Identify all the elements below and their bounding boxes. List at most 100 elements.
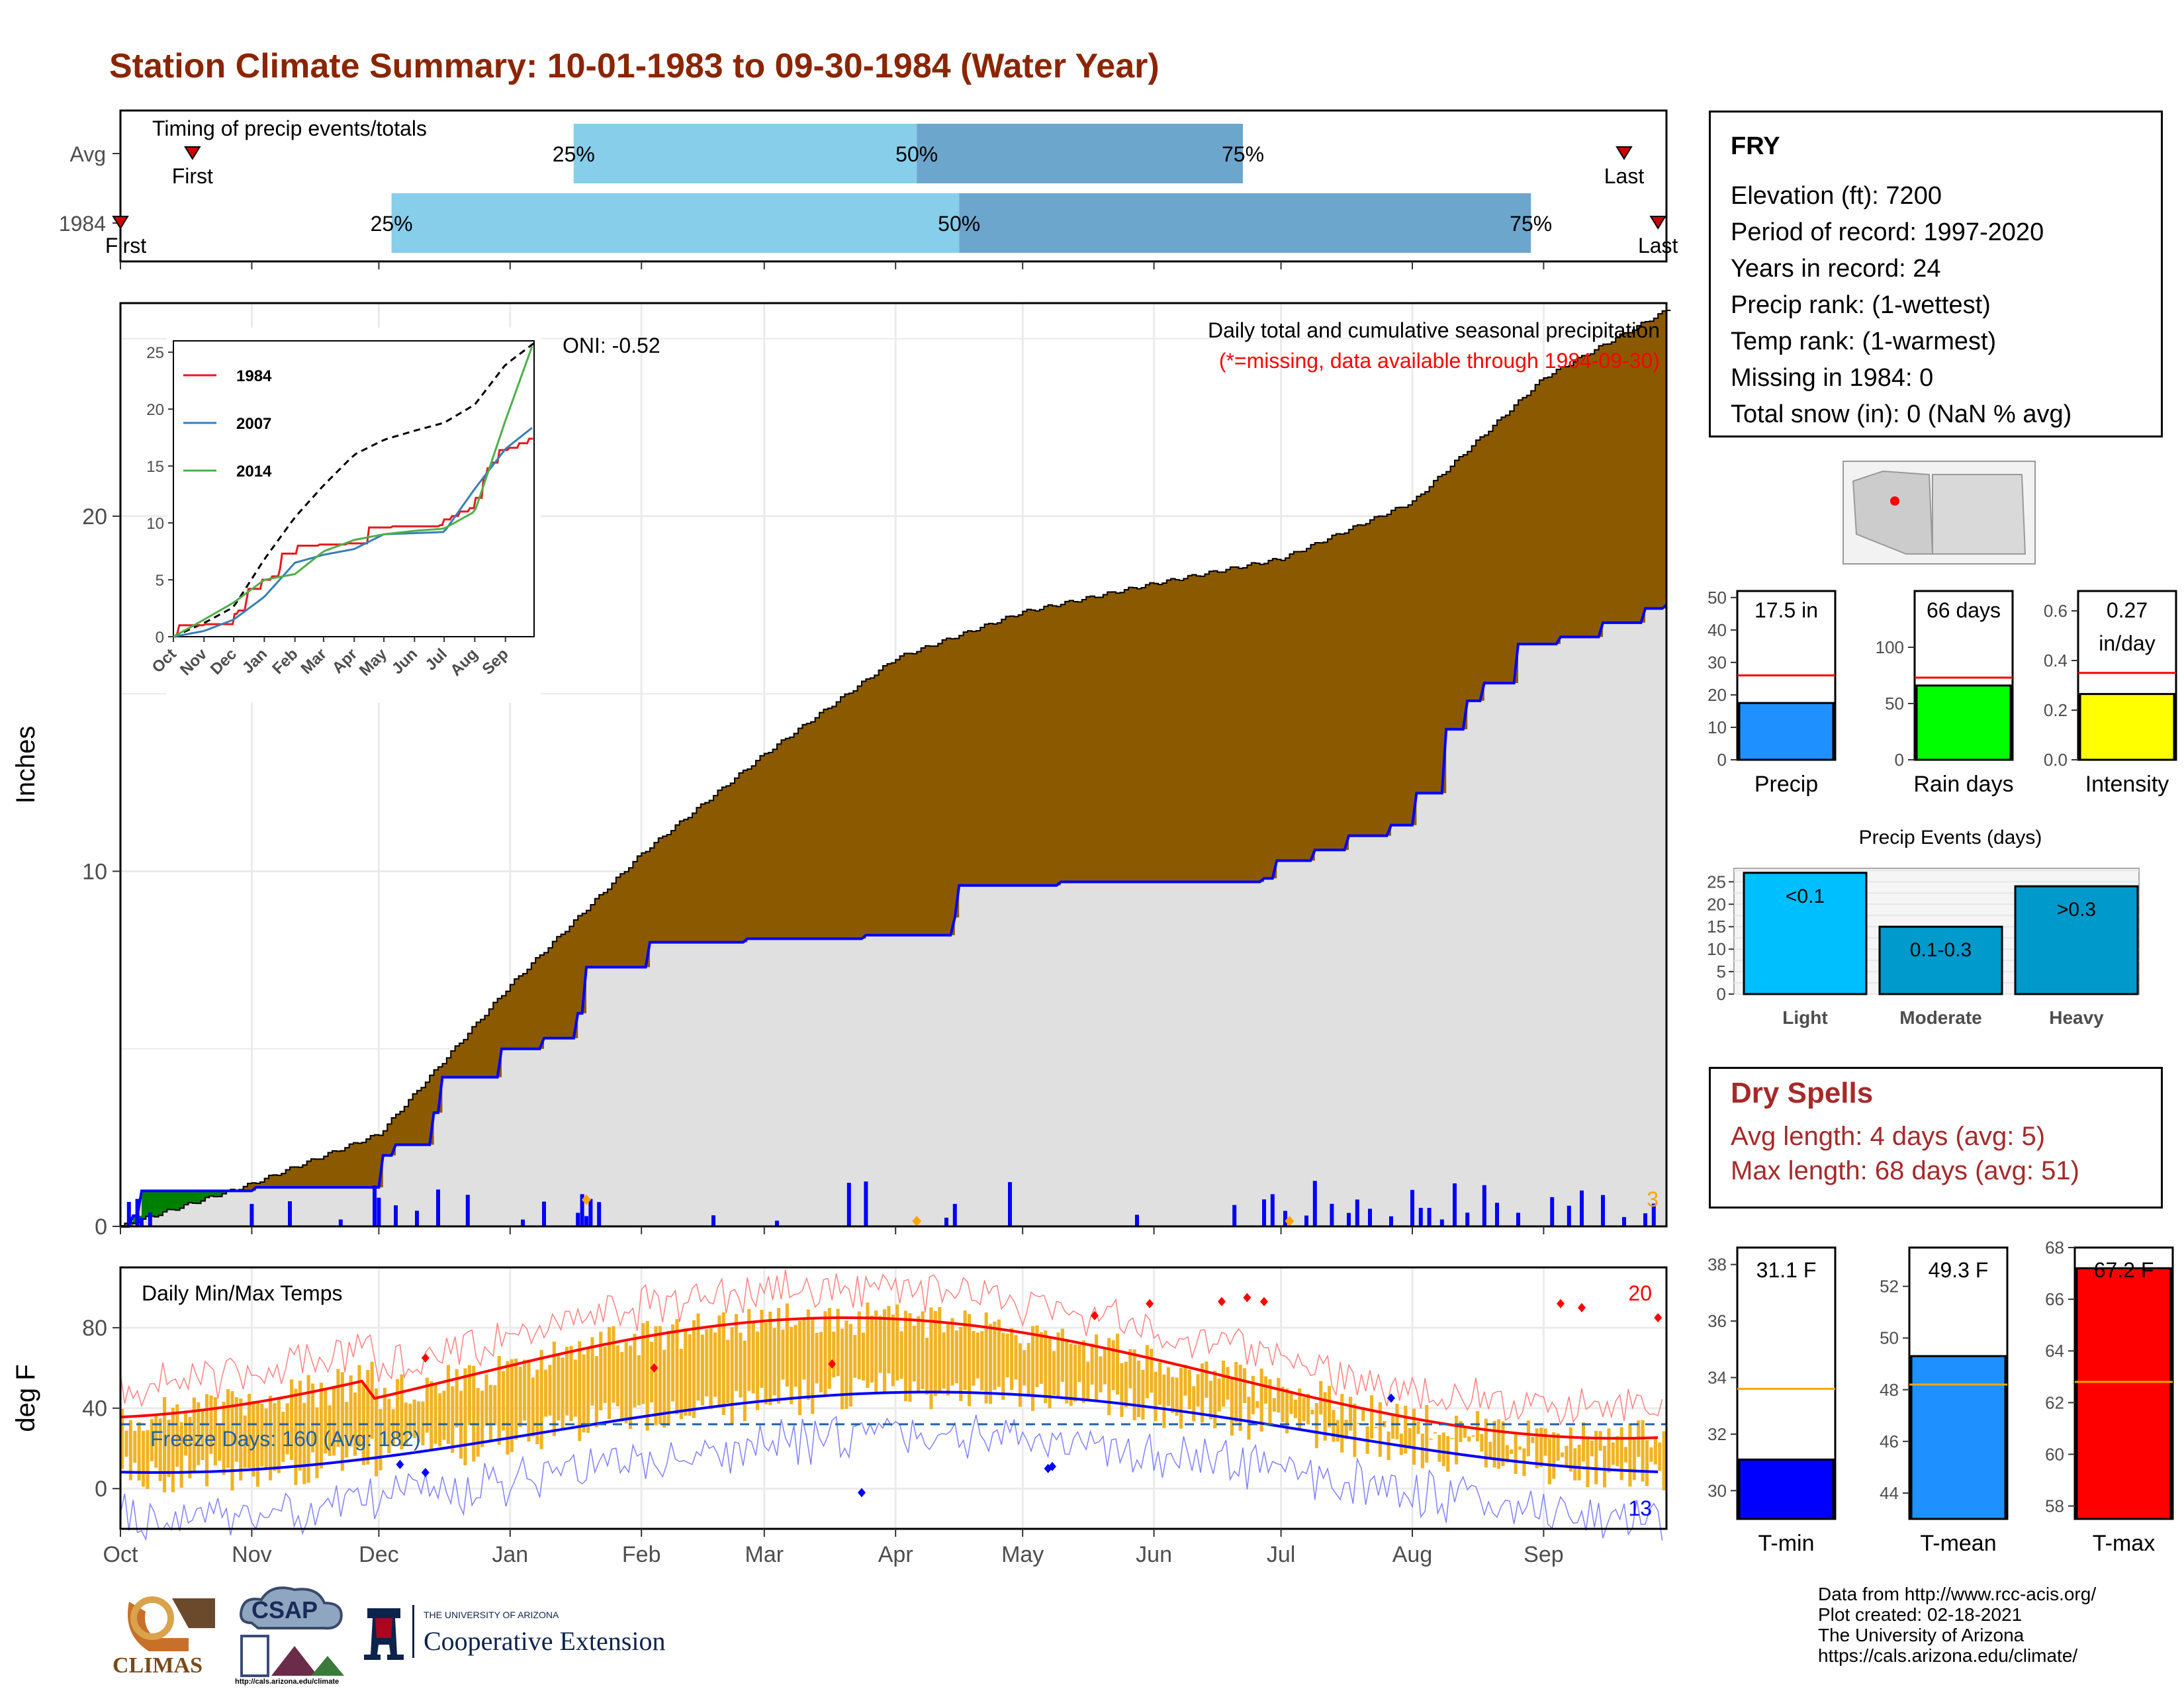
temp-normal-min-line <box>120 1391 1659 1474</box>
precip-daily-bar <box>584 1216 588 1226</box>
precip-daily-bar <box>1516 1212 1520 1226</box>
temp-daily-bar <box>950 1318 954 1386</box>
inset-y-tick-label: 0 <box>156 629 164 647</box>
stat-bar-name: Precip <box>1754 772 1818 797</box>
events-y-tick-label: 10 <box>1707 939 1726 959</box>
temp-daily-bar <box>1120 1363 1124 1417</box>
temp-daily-bar <box>1158 1362 1162 1405</box>
temp-daily-bar <box>158 1418 162 1481</box>
temp-daily-bar <box>480 1391 484 1447</box>
temp-daily-bar <box>1441 1432 1445 1467</box>
temp-daily-bar <box>531 1377 535 1437</box>
temp-daily-bar <box>569 1346 573 1422</box>
temp-daily-bar <box>870 1315 874 1383</box>
precip-daily-bar <box>415 1210 419 1226</box>
temp-daily-bar <box>853 1335 857 1378</box>
temp-daily-bar <box>1010 1328 1014 1390</box>
events-y-tick-label: 25 <box>1707 872 1726 891</box>
temp-daily-bar <box>1480 1434 1484 1452</box>
temp-daily-bar <box>1179 1367 1183 1429</box>
temp-daily-bar <box>1619 1427 1623 1481</box>
temp-daily-bar <box>1077 1344 1081 1383</box>
ua-logo: THE UNIVERSITY OF ARIZONA Cooperative Ex… <box>361 1602 745 1668</box>
inset-2007-line <box>173 427 533 638</box>
temp-daily-bar <box>942 1332 946 1389</box>
temp-daily-bar <box>1128 1349 1132 1389</box>
freeze-days-label: Freeze Days: 160 (Avg: 182) <box>150 1427 421 1451</box>
temp-daily-bar <box>255 1400 259 1487</box>
temp-daily-bar <box>1624 1447 1628 1463</box>
temp-record-high-marker <box>1654 1312 1662 1322</box>
stat-bar-fill <box>1738 702 1835 761</box>
temp-daily-bar <box>514 1358 518 1440</box>
temp-daily-bar <box>764 1322 768 1404</box>
temp-daily-bar <box>128 1420 132 1481</box>
temp-daily-bar <box>209 1395 213 1454</box>
temp-daily-bar <box>1488 1441 1492 1460</box>
temp-daily-bar <box>557 1355 561 1421</box>
temp-daily-bar <box>1658 1442 1662 1471</box>
precip-daily-bar <box>944 1217 948 1226</box>
temp-daily-bar <box>984 1312 988 1404</box>
precip-y-tick-label: 10 <box>82 859 107 884</box>
temp-daily-bar <box>1387 1432 1390 1461</box>
station-elevation: Elevation (ft): 7200 <box>1731 182 1942 210</box>
temp-daily-bar <box>735 1314 739 1391</box>
temp-daily-bar <box>608 1327 612 1420</box>
precip-avg-line <box>120 310 1671 1227</box>
temp-daily-bar <box>1518 1446 1522 1450</box>
temp-record-min-line <box>120 1414 1663 1541</box>
precip-daily-bar <box>1651 1203 1656 1226</box>
temp-stat-tick-label: 60 <box>2045 1444 2064 1464</box>
precip-daily-bar <box>588 1199 593 1226</box>
precip-daily-bar <box>288 1201 292 1226</box>
precip-snow-marker <box>1285 1215 1295 1226</box>
temp-daily-bar <box>167 1420 171 1477</box>
temp-daily-bar <box>705 1329 709 1396</box>
temp-daily-bar <box>1561 1452 1565 1457</box>
temp-y-tick-label: 80 <box>82 1316 107 1341</box>
temp-daily-bar <box>721 1312 725 1415</box>
temp-daily-bar <box>1641 1420 1645 1482</box>
temp-daily-bar <box>1014 1335 1018 1380</box>
temp-daily-bar <box>1328 1386 1332 1428</box>
temp-stat-tick-label: 68 <box>2045 1238 2064 1257</box>
temp-daily-bar <box>1535 1428 1539 1469</box>
month-label: Jan <box>492 1542 528 1567</box>
precip-daily-bar <box>1262 1199 1266 1226</box>
temp-daily-bar <box>1255 1401 1259 1408</box>
temp-daily-bar <box>997 1319 1001 1387</box>
stat-bar-value-label: 17.5 in <box>1754 598 1818 622</box>
temp-daily-bar <box>912 1326 916 1382</box>
temp-daily-bar <box>929 1307 933 1410</box>
temp-daily-bar <box>1264 1376 1268 1404</box>
temp-daily-bar <box>497 1355 501 1445</box>
temp-record-high-marker <box>650 1363 659 1373</box>
temp-daily-bar <box>629 1346 633 1430</box>
month-label: Nov <box>232 1542 271 1567</box>
temp-daily-bar <box>1378 1402 1382 1457</box>
temp-daily-bar <box>1412 1408 1416 1465</box>
temp-daily-bar <box>1187 1369 1191 1410</box>
temp-record-high-marker <box>1091 1310 1099 1320</box>
temp-daily-bar <box>1060 1328 1064 1382</box>
precip-daily-bar <box>1410 1189 1414 1226</box>
precip-daily-bar <box>1355 1199 1359 1226</box>
temp-daily-bar <box>1031 1326 1035 1411</box>
temp-daily-bar <box>1226 1367 1230 1400</box>
temp-daily-bar <box>1035 1325 1039 1387</box>
temp-daily-bar <box>1505 1445 1509 1463</box>
temp-daily-bar <box>192 1397 196 1473</box>
temp-daily-bar <box>1416 1421 1420 1434</box>
temp-record-high-marker <box>1578 1302 1586 1312</box>
stat-bar-tick-label: 50 <box>1885 694 1904 713</box>
station-snow: Total snow (in): 0 (NaN % avg) <box>1731 400 2072 428</box>
stat-bar-tick-label: 30 <box>1707 653 1727 672</box>
stat-bar-value-label: 66 days <box>1927 598 2001 622</box>
temp-daily-bar <box>1323 1392 1327 1441</box>
temp-daily-bar <box>700 1334 704 1406</box>
temp-daily-bar <box>539 1349 543 1449</box>
csap-logo-text: CSAP <box>251 1596 318 1623</box>
temp-daily-bar <box>324 1387 328 1454</box>
precip-daily-bar <box>1232 1205 1237 1226</box>
